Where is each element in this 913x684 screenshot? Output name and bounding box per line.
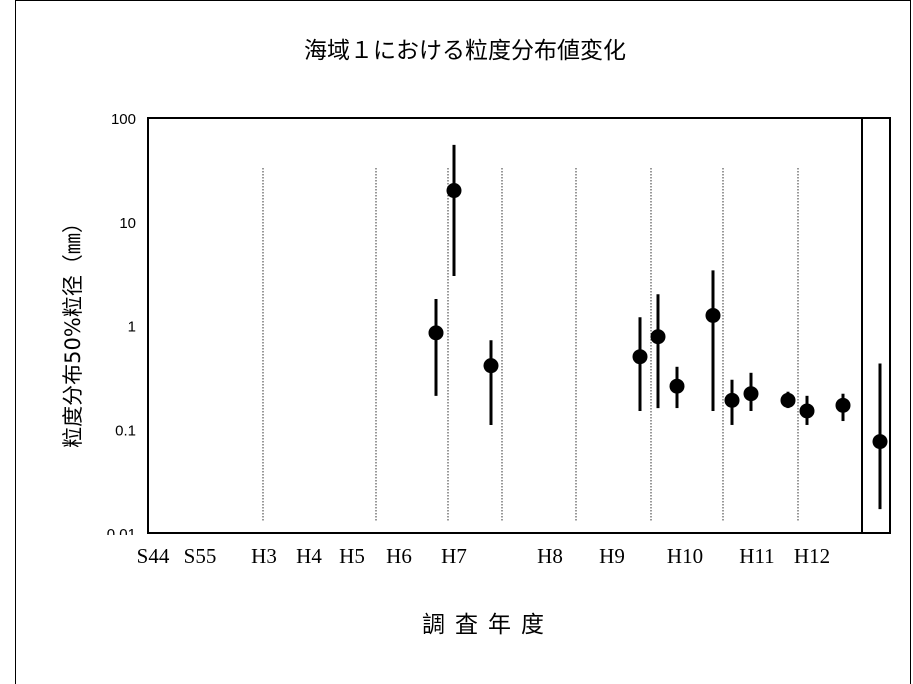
median-marker [483,358,499,374]
y-tick-label: 10 [119,215,136,232]
y-tick-mask [100,535,147,547]
y-tick-label: 0.1 [115,422,136,439]
median-marker [650,329,666,345]
data-point-10 [780,391,796,409]
data-point-2 [446,144,462,276]
median-marker [428,325,444,341]
chart-title: 海域１における粒度分布値変化 [304,38,626,64]
data-point-4 [632,317,648,411]
data-point-3 [483,340,499,425]
y-tick-label: 1 [128,319,136,336]
median-marker [780,392,796,408]
median-marker [872,434,888,450]
data-point-8 [724,379,740,425]
x-tick-S55: S55 [184,544,217,568]
median-marker [446,183,462,199]
x-tick-H4: H4 [296,544,322,568]
median-marker [724,392,740,408]
x-ticks: S44 S55 H3 H4 H5 H6 H7 H8 H9 H10 H11 H12 [137,544,830,568]
median-marker [835,397,851,413]
median-marker [743,386,759,402]
x-tick-H11: H11 [739,544,774,568]
data-point-11 [799,395,815,425]
median-marker [799,403,815,419]
data-points [428,144,888,510]
plot-area [147,117,891,534]
x-tick-H3: H3 [251,544,277,568]
x-tick-S44: S44 [137,544,170,568]
x-tick-H5: H5 [339,544,365,568]
x-tick-H7: H7 [441,544,467,568]
median-marker [632,349,648,365]
data-point-9 [743,372,759,411]
data-point-1 [428,299,444,396]
median-marker [669,378,685,394]
data-point-7 [705,270,721,411]
data-point-12 [835,393,851,422]
median-marker [705,307,721,323]
x-tick-H6: H6 [386,544,412,568]
data-point-5 [650,294,666,409]
year-dividers [262,168,799,521]
x-tick-H9: H9 [599,544,625,568]
x-tick-H12: H12 [794,544,830,568]
y-tick-label: 100 [111,111,136,128]
y-axis-label: 粒度分布50%粒径（㎜） [61,212,85,448]
x-tick-H8: H8 [537,544,563,568]
chart-frame [15,0,911,684]
x-axis-label: 調査年度 [422,612,554,638]
data-point-13 [872,363,888,510]
data-point-6 [669,366,685,409]
x-tick-H10: H10 [667,544,703,568]
